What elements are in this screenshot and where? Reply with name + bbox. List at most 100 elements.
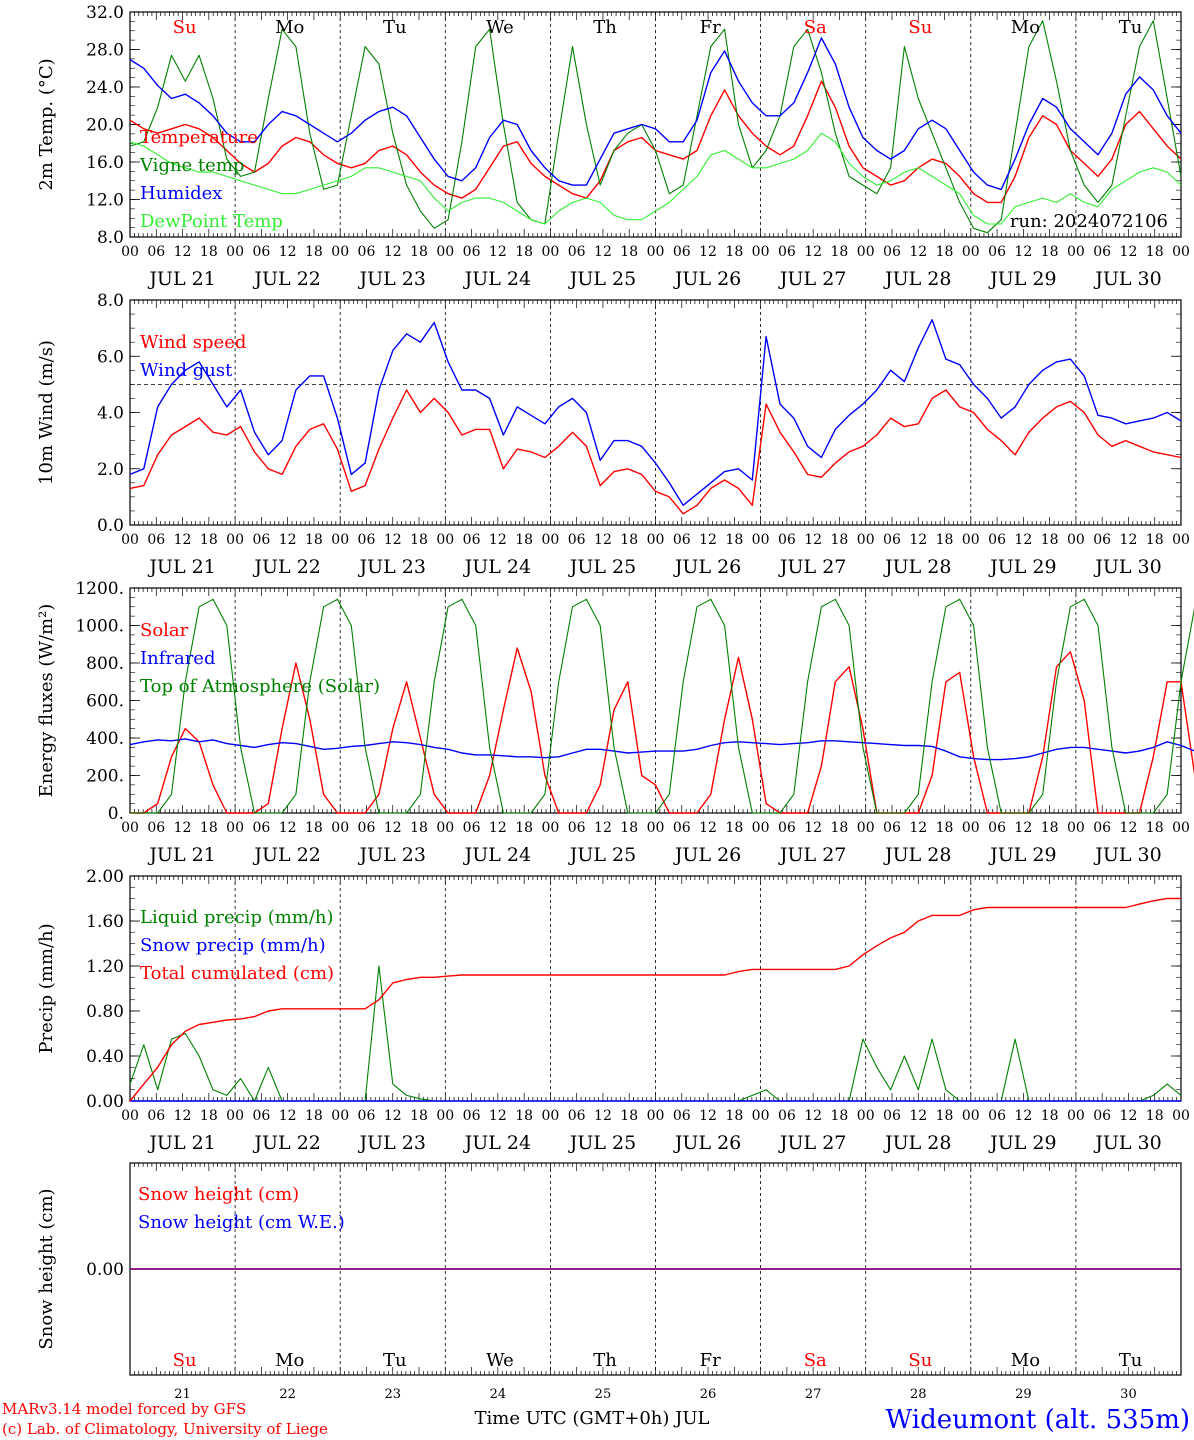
hour-tick-label: 06 [463,820,481,836]
hour-tick-label: 18 [1041,532,1059,548]
hour-tick-label: 06 [673,820,691,836]
hour-tick-label: 00 [436,532,454,548]
hour-tick-label: 12 [279,244,297,260]
hour-tick-label: 06 [673,244,691,260]
hour-tick-label: 06 [252,1108,270,1124]
legend-entry: Infrared [140,648,215,669]
legend-entry: Temperature [140,127,258,148]
weekday-label: We [486,1350,514,1371]
hour-tick-label: 12 [174,1108,192,1124]
hour-tick-label: 00 [962,244,980,260]
legend-entry: Wind gust [140,360,233,381]
y-axis-label: Energy fluxes (W/m²) [36,604,57,798]
date-label: JUL 28 [883,268,951,290]
weekday-label: Tu [383,1350,407,1371]
hour-tick-label: 06 [358,532,376,548]
y-tick-label: 28.0 [86,41,124,61]
hour-tick-label: 18 [1146,532,1164,548]
date-label: JUL 27 [778,1132,846,1154]
hour-tick-label: 18 [515,532,533,548]
y-tick-label: 0.00 [86,1260,124,1280]
hour-tick-label: 18 [725,532,743,548]
y-tick-label: 0.00 [86,1092,124,1112]
y-tick-label: 12.0 [86,191,124,211]
date-label: JUL 23 [358,556,426,578]
hour-tick-label: 18 [831,820,849,836]
hour-tick-label: 00 [121,1108,139,1124]
hour-tick-label: 18 [305,820,323,836]
hour-tick-label: 06 [673,1108,691,1124]
hour-tick-label: 06 [147,1108,165,1124]
series-line-1 [129,80,1182,204]
y-tick-label: 20.0 [86,116,124,136]
hour-tick-label: 12 [1120,1108,1138,1124]
run-annotation: run: 2024072106 [1010,211,1168,232]
weekday-label: Th [593,1350,617,1371]
y-axis-label: Precip (mm/h) [36,923,57,1053]
hour-tick-label: 00 [752,820,770,836]
hour-tick-label: 12 [909,244,927,260]
legend-entry: Snow height (cm) [138,1184,299,1205]
hour-tick-label: 06 [463,1108,481,1124]
hour-tick-label: 00 [226,1108,244,1124]
hour-tick-label: 00 [331,532,349,548]
hour-tick-label: 06 [358,244,376,260]
y-tick-label: 600. [86,692,124,712]
hour-tick-label: 18 [725,820,743,836]
hour-tick-label: 00 [121,820,139,836]
hour-tick-label: 18 [515,820,533,836]
hour-tick-label: 12 [594,1108,612,1124]
date-label: JUL 21 [147,268,215,290]
hour-tick-label: 00 [647,820,665,836]
hour-tick-label: 00 [541,532,559,548]
plot-frame [129,11,1182,238]
hour-tick-label: 12 [804,1108,822,1124]
hour-tick-label: 06 [883,820,901,836]
panels-layer: 8.0 12.0 16.0 20.0 24.0 28.0 32.0 2m Temp. (°C)… [36,3,1194,1402]
y-tick-label: 200. [86,767,124,787]
day-number-label: 22 [279,1387,296,1402]
hour-tick-label: 12 [1014,1108,1032,1124]
date-label: JUL 27 [778,556,846,578]
date-label: JUL 23 [358,268,426,290]
hour-tick-label: 12 [1014,820,1032,836]
hour-tick-label: 00 [857,820,875,836]
hour-tick-label: 12 [489,532,507,548]
date-label: JUL 22 [252,556,320,578]
hour-tick-label: 12 [699,1108,717,1124]
hour-tick-label: 12 [1120,820,1138,836]
hour-tick-label: 18 [725,244,743,260]
date-label: JUL 29 [988,844,1056,866]
hour-tick-label: 18 [200,244,218,260]
weekday-label: Mo [1011,17,1040,38]
y-tick-label: 1200. [75,579,124,599]
day-number-label: 21 [174,1387,191,1402]
date-label: JUL 30 [1093,556,1161,578]
hour-tick-label: 18 [515,1108,533,1124]
day-number-label: 25 [595,1387,612,1402]
hour-tick-label: 12 [1014,532,1032,548]
hour-tick-label: 12 [384,820,402,836]
series-line-2 [129,738,1194,761]
y-axis-label: 10m Wind (m/s) [36,340,57,485]
weekday-label: Su [908,17,932,38]
hour-tick-label: 06 [988,820,1006,836]
date-label: JUL 30 [1093,268,1161,290]
hour-tick-label: 12 [1014,244,1032,260]
hour-tick-label: 06 [463,244,481,260]
panel-4: 0.00 0.40 0.80 1.20 1.60 2.00 Precip (mm/h) Liq… [36,867,1190,1154]
date-label: JUL 22 [252,268,320,290]
hour-tick-label: 06 [568,1108,586,1124]
hour-tick-label: 18 [1041,820,1059,836]
hour-tick-label: 12 [279,1108,297,1124]
hour-tick-label: 18 [725,1108,743,1124]
date-label: JUL 28 [883,556,951,578]
hour-tick-label: 06 [883,1108,901,1124]
model-credit: MARv3.14 model forced by GFS [2,1400,246,1418]
weekday-label: Fr [700,17,721,38]
hour-tick-label: 00 [436,820,454,836]
hour-tick-label: 18 [831,532,849,548]
date-label: JUL 27 [778,268,846,290]
series-line-1 [130,647,1194,814]
date-label: JUL 21 [147,1132,215,1154]
